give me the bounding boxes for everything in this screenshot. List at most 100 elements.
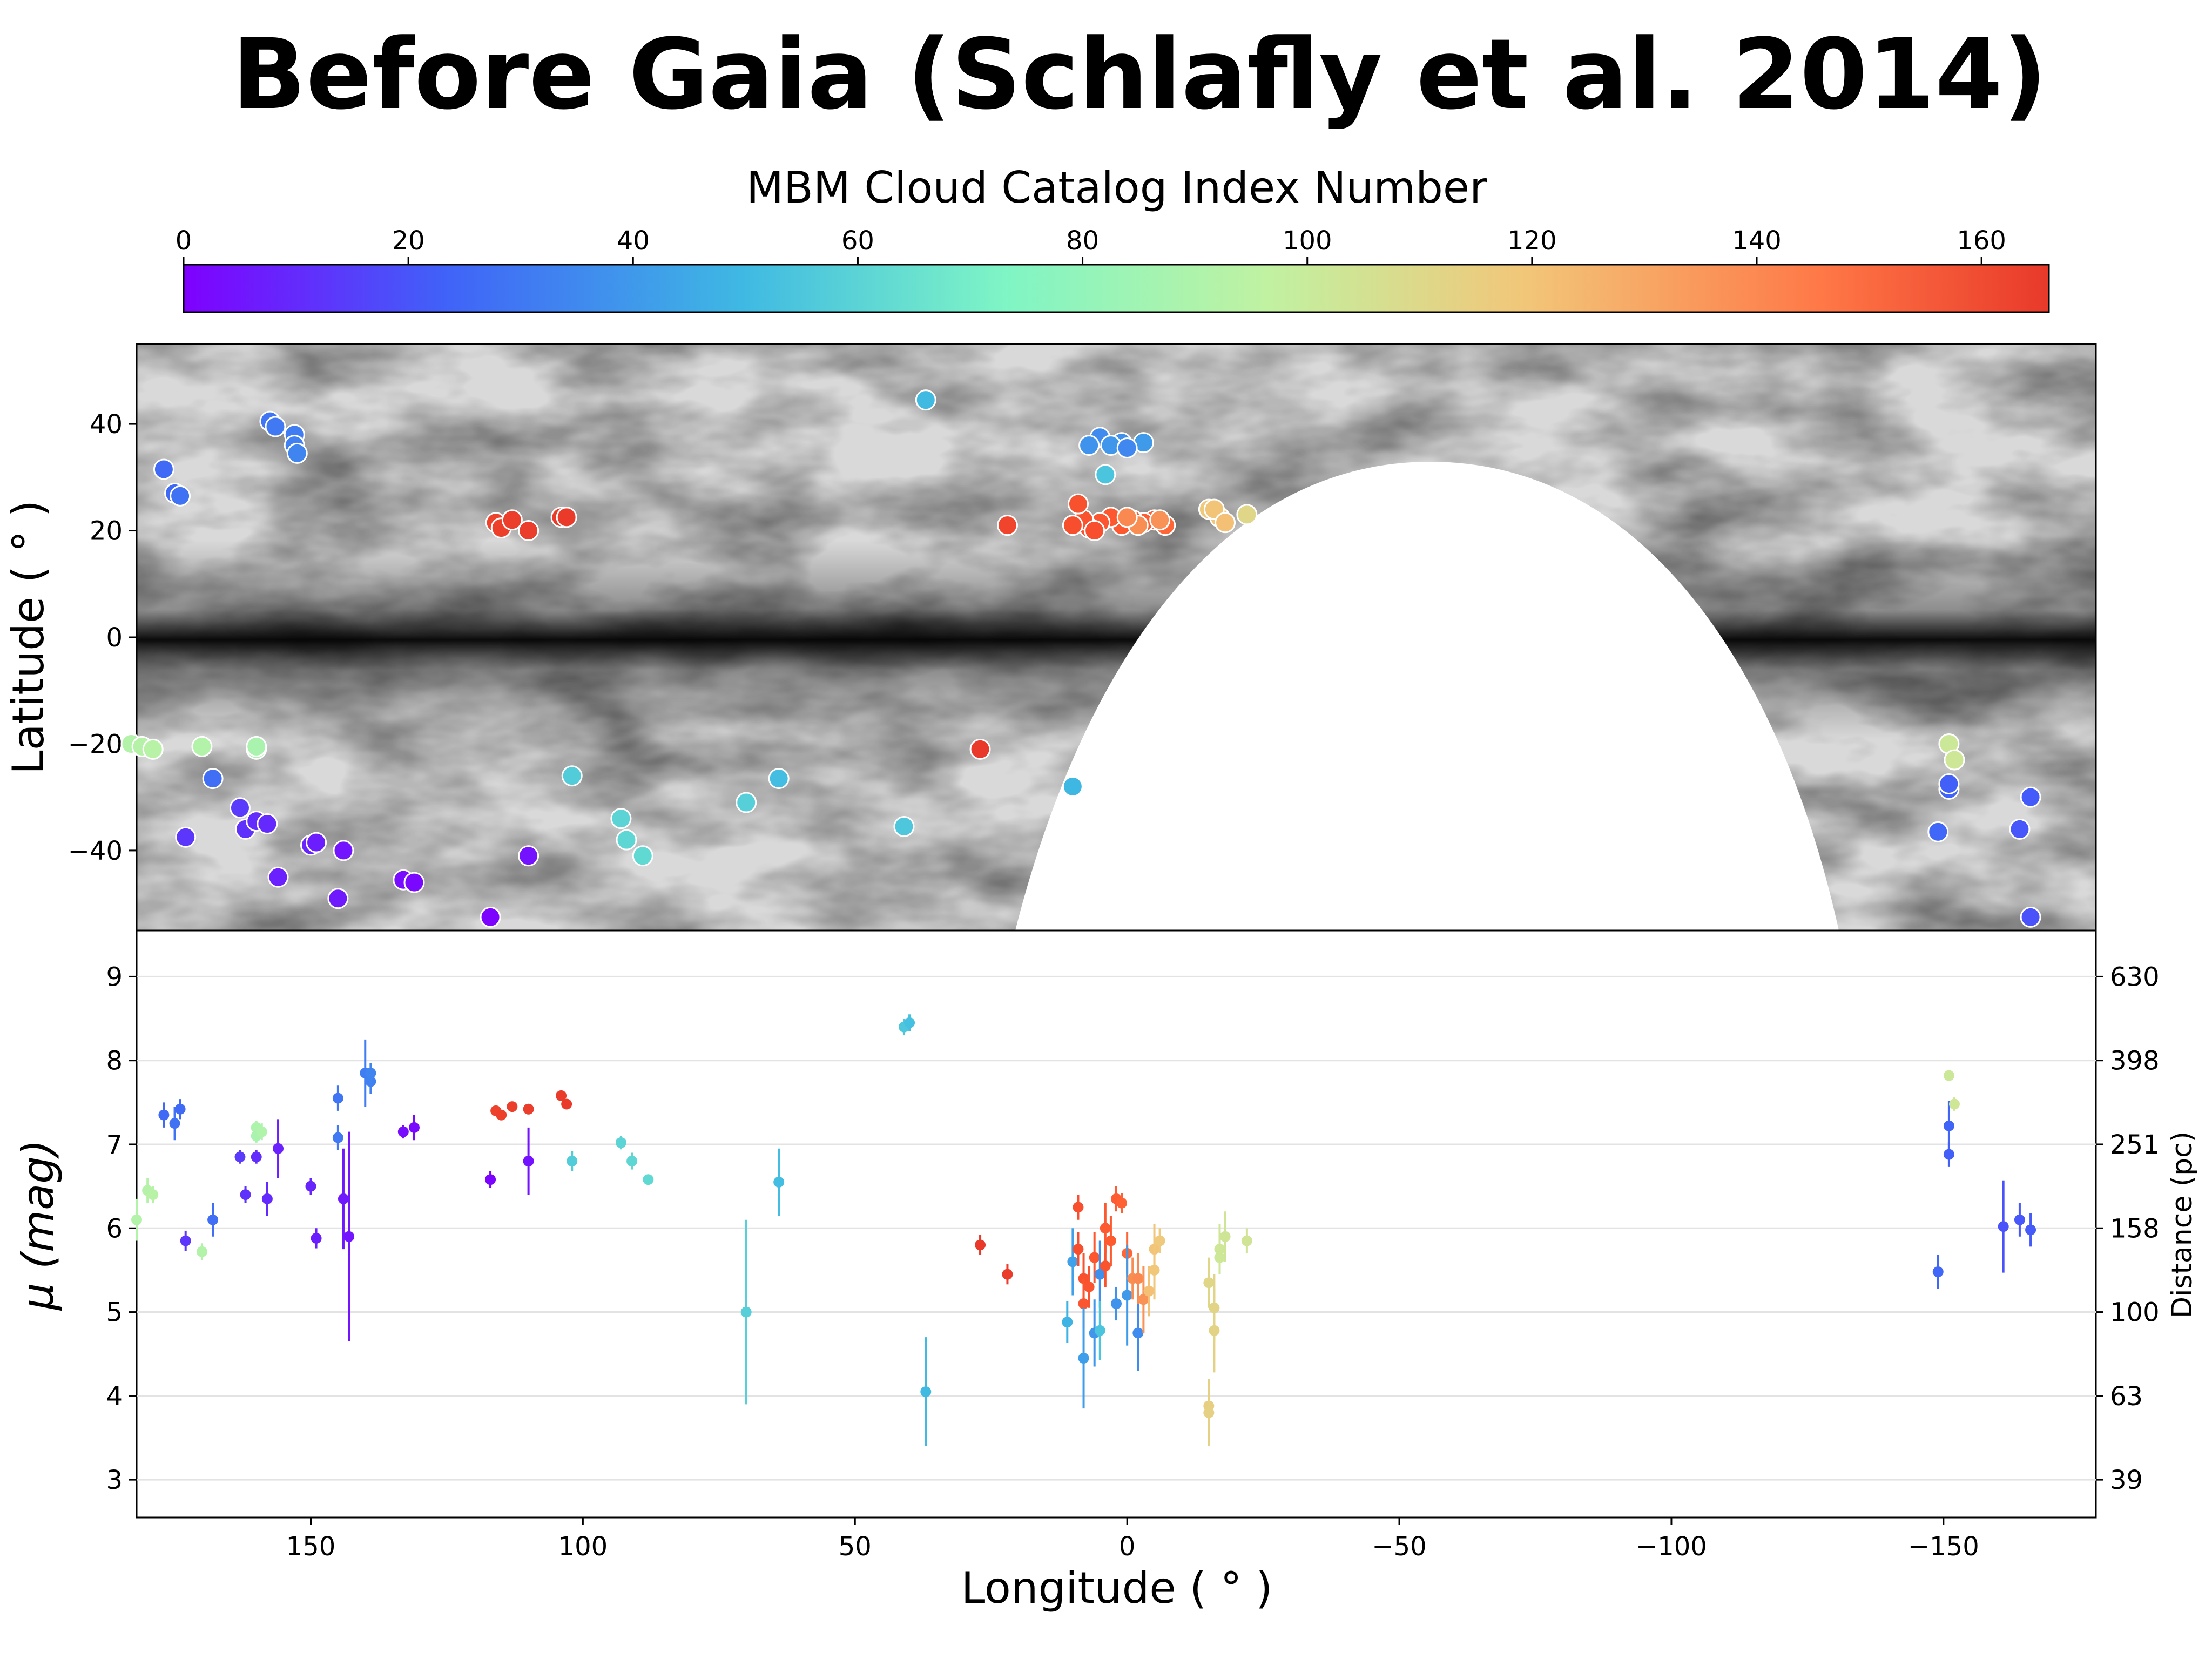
mu-tick-label: 8 [106,1046,123,1076]
latitude-tick-label: 0 [106,623,123,653]
longitude-tick-label: −150 [1908,1532,1979,1562]
distance-point [180,1235,191,1246]
distance-tick-label: 100 [2110,1298,2160,1328]
distance-point [196,1246,207,1257]
sky-map-points [120,389,2041,928]
distance-y-axis-label: μ (mag) [13,1139,63,1311]
distance-point [311,1232,322,1244]
distance-point [1219,1231,1231,1242]
distance-point [397,1126,409,1137]
distance-point [1002,1269,1013,1280]
cloud-marker [1116,507,1138,528]
distance-point [158,1109,170,1121]
cloud-marker [1927,821,1949,842]
distance-point [174,1103,186,1115]
cloud-marker [561,765,583,787]
sky-map-panel: −40 −20 0 20 40 Latitude ( ° ) [3,343,2097,932]
distance-point [1094,1325,1105,1336]
longitude-tick-label: 150 [286,1532,336,1562]
latitude-tick-label: 40 [90,409,123,440]
distance-point [1203,1407,1215,1418]
mu-tick-label: 7 [106,1130,123,1160]
distance-point [1214,1244,1225,1255]
distance-point [1943,1149,1954,1160]
distance-point [332,1132,343,1143]
colorbar-ticks: 0 20 40 60 80 100 120 140 160 [176,226,2006,265]
distance-grid [137,975,2096,1481]
distance-panel-frame [136,929,2097,1519]
distance-point [234,1151,246,1163]
distance-point [1111,1298,1122,1310]
distance-point [1203,1277,1215,1289]
distance-point [485,1174,496,1185]
distance-point [1132,1327,1144,1339]
latitude-tick-label: −20 [68,729,123,759]
cloud-marker [632,845,653,867]
cloud-marker [286,442,308,464]
distance-point [273,1143,284,1154]
cloud-marker [1062,775,1083,797]
longitude-ticks: 150 100 50 0 −50 −100 −150 [286,1518,1979,1562]
distance-point [1132,1273,1144,1284]
distance-point [567,1156,578,1167]
distance-point [256,1126,267,1137]
longitude-tick-label: −50 [1372,1532,1426,1562]
distance-point [1998,1221,2009,1232]
distance-tick-label: 63 [2110,1381,2143,1412]
cloud-marker [170,485,191,507]
distance-point [2025,1224,2036,1236]
distance-right-ticks: 39 63 100 158 251 398 630 [2096,962,2160,1495]
figure-title: Before Gaia (Schlafly et al. 2014) [232,18,2047,131]
distance-point [626,1156,638,1167]
cloud-marker [610,808,632,830]
distance-point [507,1101,518,1112]
distance-point [338,1193,349,1204]
distance-point [251,1151,262,1163]
colorbar-tick-label: 0 [176,226,192,256]
distance-tick-label: 158 [2110,1213,2160,1244]
distance-point [1149,1264,1160,1276]
distance-point [556,1090,567,1101]
distance-point [1062,1317,1073,1328]
cloud-marker [1215,512,1236,534]
cloud-marker [2020,786,2041,808]
distance-point [261,1193,273,1204]
distance-point [1948,1098,1960,1110]
distance-point [904,1017,915,1028]
colorbar-tick-label: 160 [1957,226,2006,256]
cloud-marker [1078,435,1100,456]
cloud-marker [333,840,354,861]
cloud-marker [1116,437,1138,459]
cloud-marker [153,458,174,480]
sky-map-y-axis-label: Latitude ( ° ) [3,500,53,774]
distance-point [240,1189,251,1201]
cloud-marker [1236,504,1258,525]
distance-tick-label: 251 [2110,1130,2160,1160]
mu-tick-label: 5 [106,1298,123,1328]
distance-point [1094,1269,1105,1280]
distance-tick-label: 630 [2110,962,2160,992]
distance-point [1116,1197,1128,1209]
cloud-marker [1062,515,1083,536]
colorbar-tick-label: 100 [1283,226,1332,256]
distance-y-ticks: 3 4 5 6 7 8 9 [106,962,137,1495]
distance-point [1073,1244,1084,1255]
distance-point [1100,1223,1111,1234]
distance-point [1932,1266,1944,1278]
cloud-marker [202,768,224,790]
cloud-marker [1084,520,1105,542]
unobserved-region [1015,462,1839,930]
longitude-tick-label: 50 [839,1532,872,1562]
cloud-marker [556,507,577,528]
cloud-marker [736,792,757,813]
cloud-marker [403,872,425,893]
cloud-marker [616,829,637,851]
distance-point [643,1174,654,1185]
distance-point [207,1214,219,1225]
latitude-tick-label: 20 [90,516,123,547]
sky-map-y-ticks: −40 −20 0 20 40 [68,409,137,866]
longitude-axis-label: Longitude ( ° ) [961,1563,1273,1613]
distance-point [1122,1290,1133,1301]
colorbar-tick-label: 120 [1507,226,1557,256]
